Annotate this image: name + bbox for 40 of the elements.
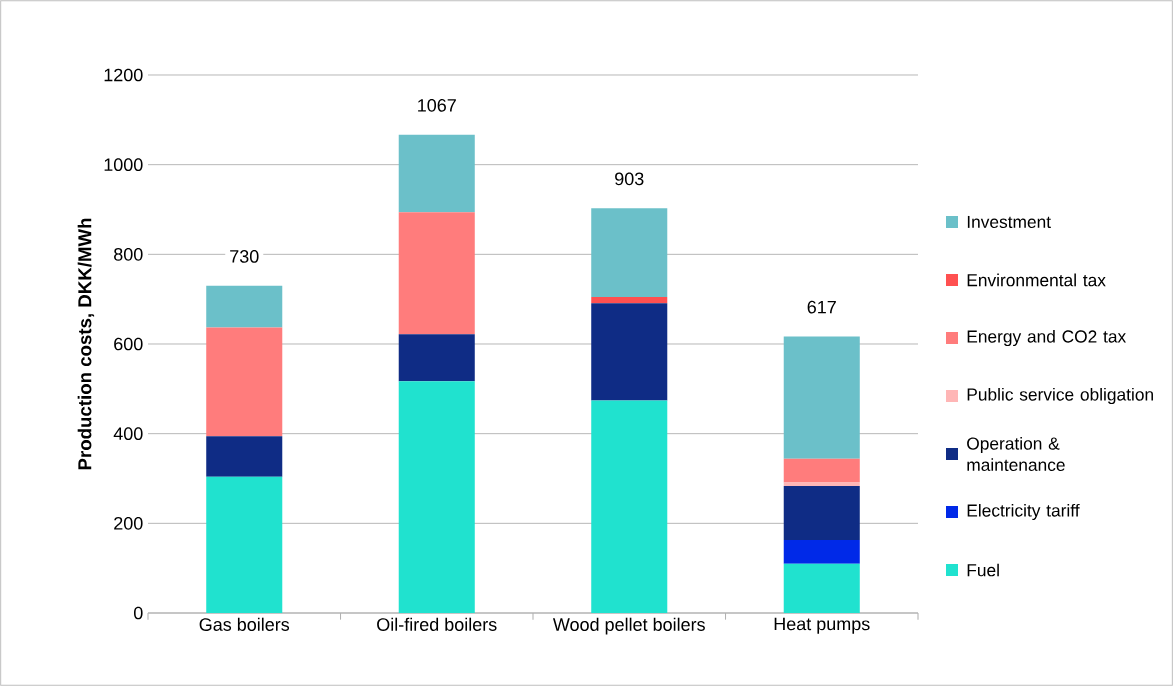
y-tick-label: 1000 (104, 158, 143, 172)
bar (206, 285, 283, 328)
bar (783, 486, 860, 540)
bar (206, 327, 283, 437)
legend-label: Fuel (967, 563, 999, 577)
x-tick-label: Heat pumps (774, 617, 870, 634)
bar (783, 336, 860, 459)
y-tick-label: 600 (114, 337, 143, 351)
bar (783, 539, 860, 564)
bar (591, 400, 668, 613)
y-tick-label: 800 (114, 247, 143, 261)
total-label: 1067 (418, 98, 456, 112)
legend-label: Environmental tax (967, 273, 1106, 287)
legend-label: Public service obligation (967, 387, 1153, 405)
total-label: 617 (807, 300, 836, 314)
x-tick-label: Oil-fired boilers (377, 617, 497, 631)
legend-label: Energy and CO2 tax (967, 329, 1126, 347)
bar (398, 381, 475, 613)
y-tick-label: 400 (113, 427, 143, 441)
bar (206, 436, 283, 477)
bar (206, 476, 283, 613)
bar (783, 458, 860, 483)
bar (591, 208, 668, 297)
y-tick-label: 200 (114, 516, 143, 530)
bar (398, 334, 475, 382)
bar (591, 296, 668, 304)
bar (783, 563, 860, 613)
total-label: 730 (230, 250, 259, 263)
y-tick-label: 0 (133, 606, 143, 620)
y-axis-title: Production costs, DKK/MWh (77, 218, 95, 470)
legend-label: Electricity tariff (967, 503, 1080, 521)
bar (591, 303, 668, 401)
y-tick-label: 1200 (104, 68, 143, 82)
total-label: 903 (615, 172, 644, 186)
x-tick-label: Wood pellet boilers (552, 617, 705, 635)
bar (398, 134, 475, 213)
legend-label: Operation & maintenance (967, 436, 1065, 472)
legend-label: Investment (967, 215, 1051, 229)
x-tick-label: Gas boilers (199, 617, 290, 631)
bar (398, 212, 475, 335)
